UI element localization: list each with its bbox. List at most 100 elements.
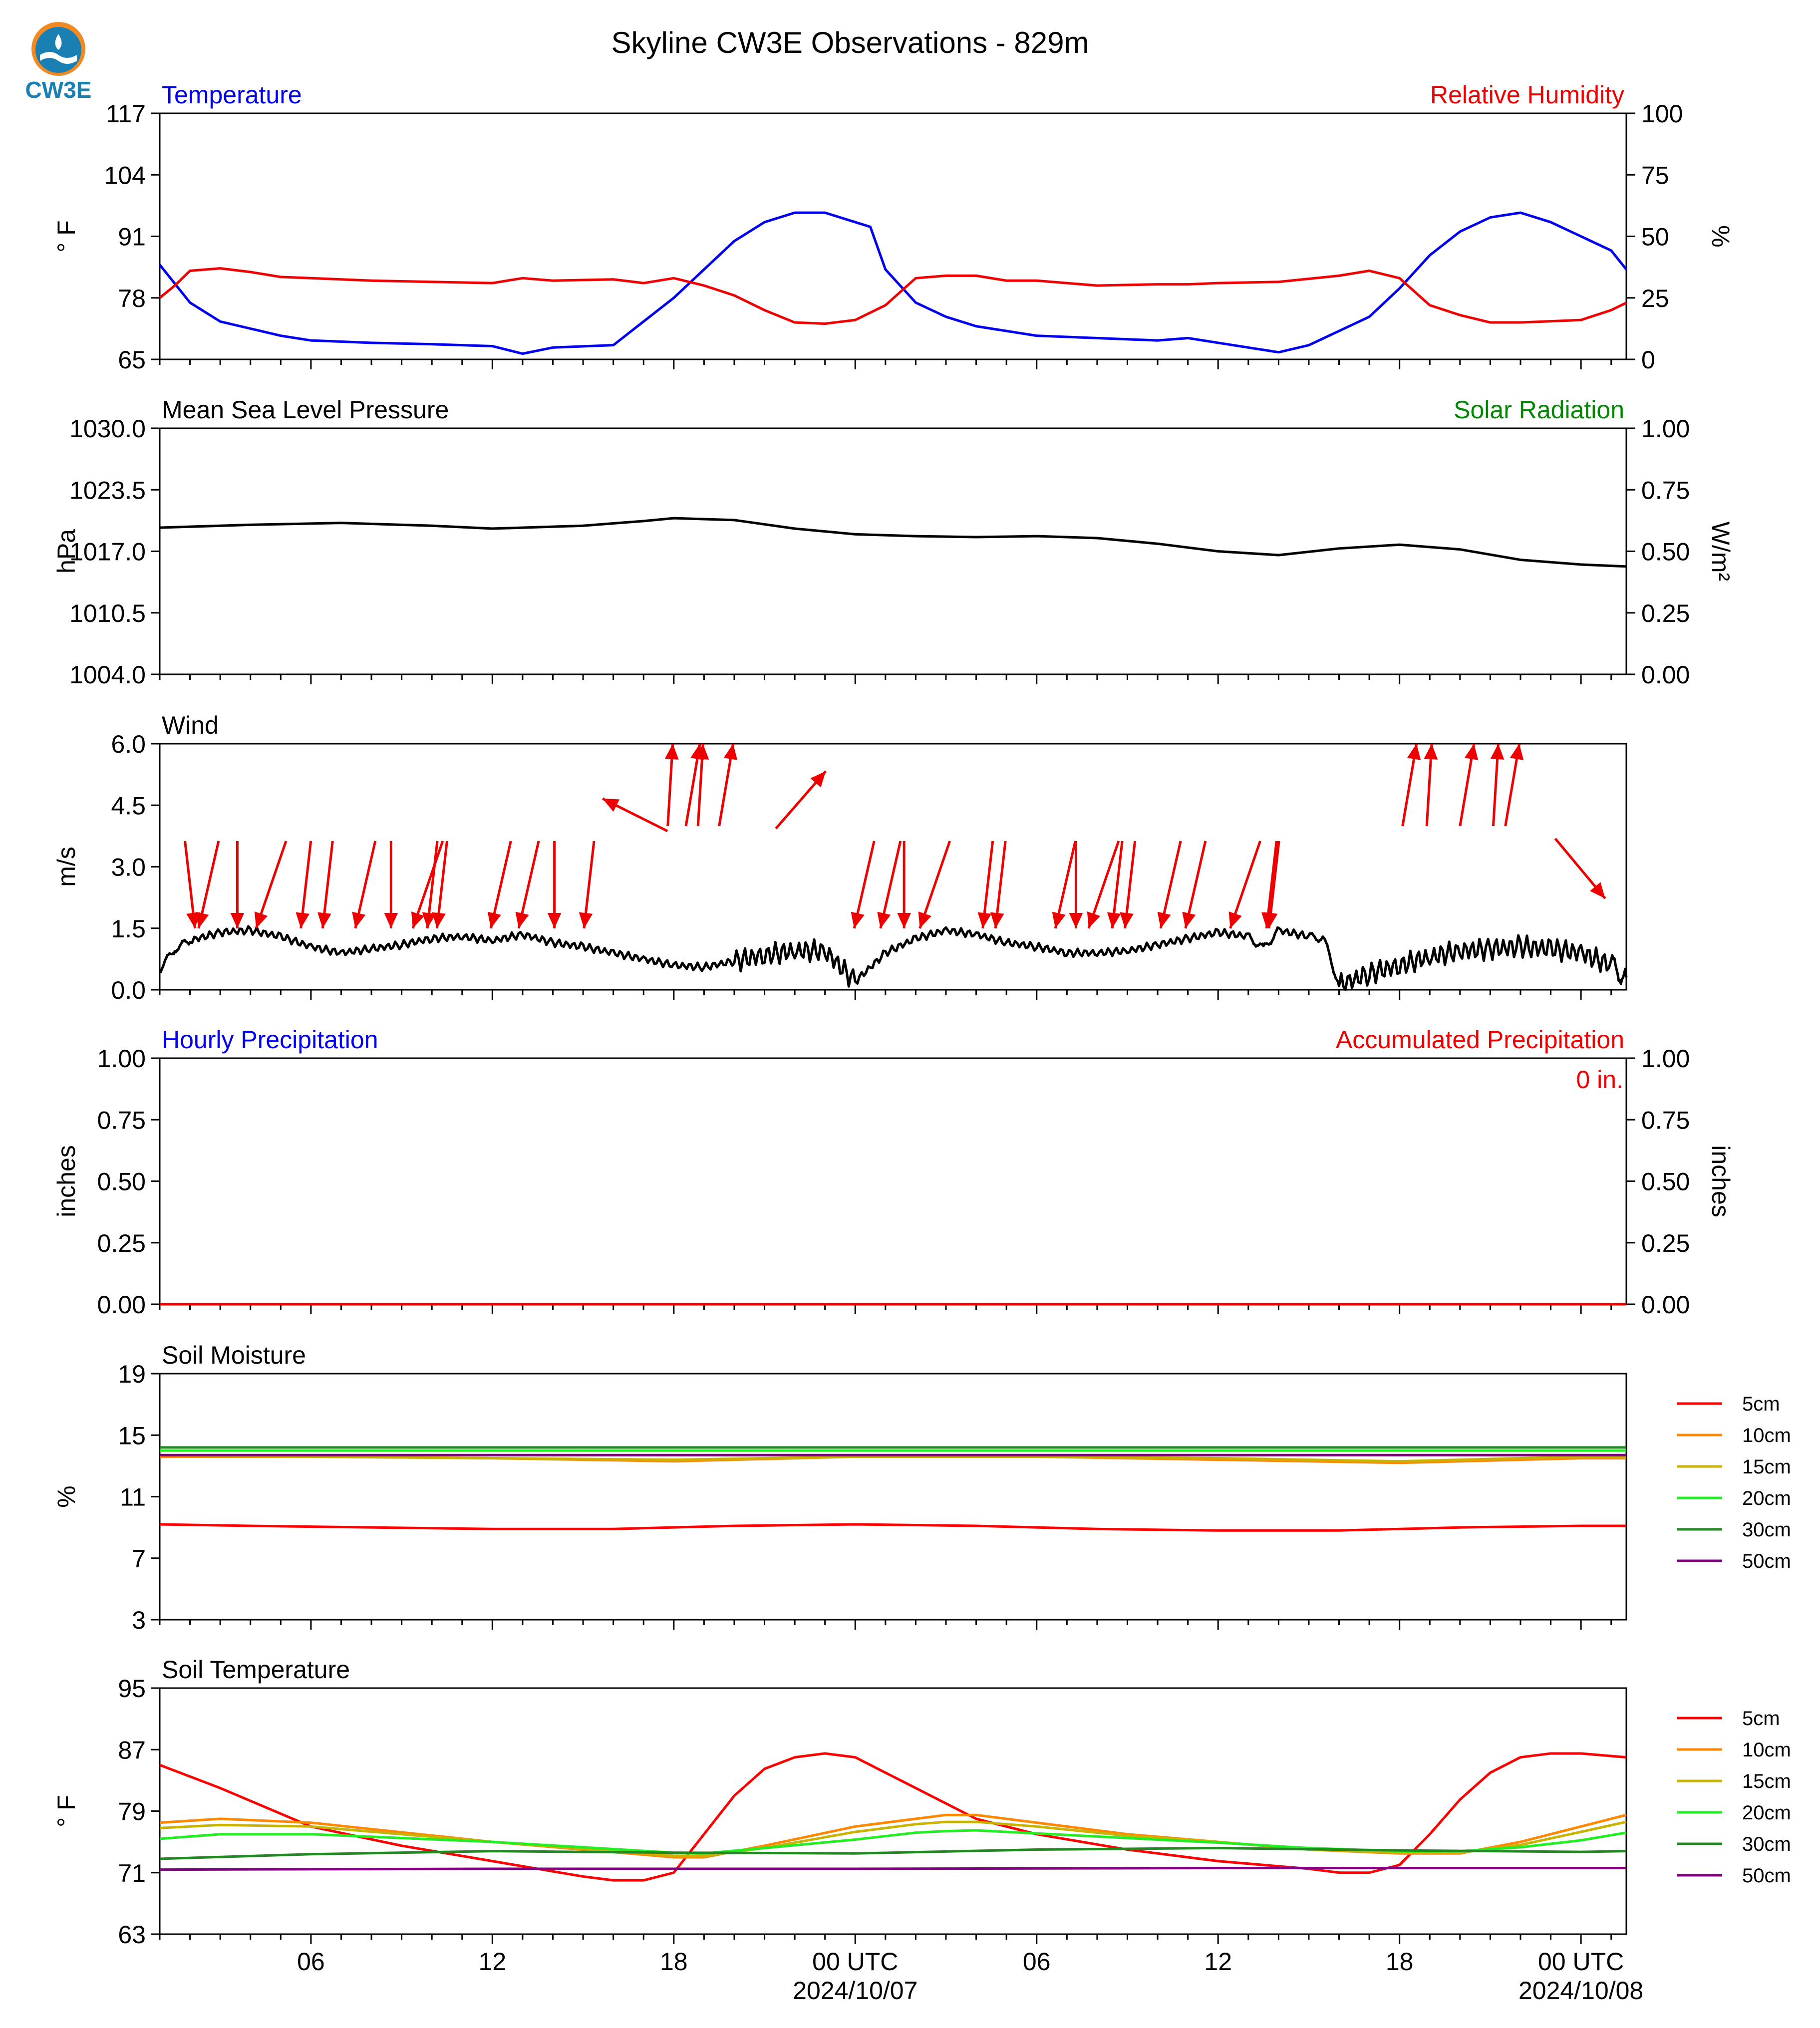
- x-tick-label: 00 UTC: [812, 1948, 898, 1976]
- y-tick-label: 0.50: [97, 1168, 146, 1196]
- y-axis-label: inches: [52, 1145, 80, 1217]
- wind-arrow-head: [723, 744, 738, 760]
- panel-title-left: Hourly Precipitation: [162, 1026, 378, 1054]
- wind-arrow-head: [352, 911, 366, 928]
- wind-arrow-head: [296, 912, 310, 928]
- y2-tick-label: 0.00: [1641, 1291, 1690, 1319]
- wind-arrow-head: [897, 912, 911, 928]
- legend: 5cm 10cm 15cm 20cm 30cm 50cm: [1677, 1393, 1791, 1572]
- wind-arrow-head: [1490, 744, 1505, 760]
- panel-soil_temperature: Soil Temperature 63 71 79 87 95 ° F 5cm 10cm 15cm…: [52, 1656, 1791, 2005]
- series-line-rh: [159, 267, 1627, 325]
- wind-arrow-head: [317, 912, 331, 928]
- y-tick-label: 0.75: [97, 1106, 146, 1134]
- cw3e-logo: CW3E: [25, 22, 92, 103]
- y-tick-label: 11: [120, 1483, 146, 1511]
- panel-title-left: Mean Sea Level Pressure: [162, 396, 449, 424]
- series-line-temp: [159, 211, 1627, 355]
- x-tick-date-label: 2024/10/08: [1518, 1977, 1643, 2005]
- y-tick-label: 65: [118, 346, 146, 374]
- legend-label-50cm: 50cm: [1742, 1865, 1791, 1887]
- panel-title-left: Wind: [162, 711, 219, 739]
- x-tick-label: 00 UTC: [1538, 1948, 1624, 1976]
- y2-tick-label: 25: [1641, 285, 1669, 312]
- wind-arrow-head: [515, 911, 529, 928]
- wind-arrow-head: [411, 911, 425, 928]
- y-axis-label: ° F: [52, 1795, 80, 1827]
- y2-tick-label: 0.25: [1641, 1229, 1690, 1257]
- wind-arrow-head: [1157, 911, 1171, 928]
- y2-tick-label: 0.25: [1641, 599, 1690, 627]
- x-tick-label: 18: [1386, 1948, 1414, 1976]
- wind-arrow-head: [1120, 912, 1134, 928]
- wind-arrow-head: [1464, 744, 1479, 760]
- legend-label-5cm: 5cm: [1742, 1708, 1780, 1730]
- y-tick-label: 15: [118, 1422, 146, 1449]
- wind-arrow-head: [1052, 911, 1066, 928]
- logo-drop-icon: [55, 34, 62, 50]
- y-tick-label: 4.5: [111, 792, 146, 820]
- y-axis-label: %: [52, 1485, 80, 1507]
- wind-arrow-head: [1407, 744, 1421, 760]
- x-tick-date-label: 2024/10/07: [793, 1977, 917, 2005]
- wind-arrow-head: [1590, 882, 1605, 898]
- wind-arrow-head: [695, 744, 709, 760]
- x-tick-label: 06: [1023, 1948, 1051, 1976]
- wind-arrow-head: [1069, 912, 1083, 928]
- series-line-15cm: [159, 1453, 1626, 1463]
- y-tick-label: 1023.5: [69, 476, 146, 504]
- x-tick-label: 12: [1204, 1948, 1232, 1976]
- wind-arrow-head: [977, 912, 992, 928]
- y-tick-label: 3.0: [111, 854, 146, 881]
- legend-label-30cm: 30cm: [1742, 1519, 1791, 1541]
- logo-wave-icon: [40, 52, 77, 64]
- y2-tick-label: 0.50: [1641, 538, 1690, 566]
- panel-pressure: Mean Sea Level Pressure Solar Radiation 10…: [52, 396, 1735, 689]
- legend: 5cm 10cm 15cm 20cm 30cm 50cm: [1677, 1708, 1791, 1887]
- legend-label-20cm: 20cm: [1742, 1487, 1791, 1509]
- legend-label-15cm: 15cm: [1742, 1456, 1791, 1478]
- wind-arrow-head: [877, 911, 891, 928]
- wind-arrow-head: [603, 799, 620, 812]
- series-line-wind_speed: [159, 925, 1628, 991]
- y-tick-label: 1030.0: [69, 415, 146, 443]
- wind-arrow-head: [1107, 912, 1121, 928]
- y2-tick-label: 100: [1641, 100, 1683, 128]
- y-tick-label: 0.25: [97, 1229, 146, 1257]
- panel-title-left: Soil Moisture: [162, 1341, 306, 1369]
- chart-panels: Temperature Relative Humidity657891104117…: [52, 81, 1791, 2005]
- y2-tick-label: 0.00: [1641, 661, 1690, 689]
- wind-arrow-head: [1182, 911, 1196, 928]
- wind-arrow-head: [487, 911, 501, 928]
- y-tick-label: 79: [118, 1798, 146, 1826]
- y2-tick-label: 0.75: [1641, 476, 1690, 504]
- logo-text: CW3E: [25, 77, 92, 103]
- y-tick-label: 3: [132, 1606, 146, 1634]
- y-axis-label: m/s: [52, 847, 80, 887]
- y-tick-label: 91: [118, 223, 146, 251]
- y2-tick-label: 1.00: [1641, 1045, 1690, 1073]
- wind-arrow-head: [195, 911, 209, 928]
- wind-arrow-head: [422, 912, 436, 928]
- figure-title: Skyline CW3E Observations - 829m: [611, 26, 1089, 59]
- y2-tick-label: 0: [1641, 346, 1655, 374]
- wind-arrow-head: [384, 912, 398, 928]
- y2-tick-label: 50: [1641, 223, 1669, 251]
- wind-arrow-head: [1087, 911, 1101, 928]
- panel-temperature: Temperature Relative Humidity 65 78 91 104 117…: [52, 81, 1735, 374]
- wind-arrow-head: [918, 911, 931, 928]
- panel-title-right: Solar Radiation: [1454, 396, 1624, 424]
- y-tick-label: 1017.0: [69, 538, 146, 566]
- series-line-mslp: [159, 517, 1627, 568]
- legend-label-20cm: 20cm: [1742, 1802, 1791, 1824]
- y-tick-label: 1004.0: [69, 661, 146, 689]
- y-tick-label: 1.00: [97, 1045, 146, 1073]
- y-tick-label: 19: [118, 1360, 146, 1388]
- panel-precip: Hourly Precipitation Accumulated Precipit…: [52, 1026, 1735, 1319]
- wind-arrow-head: [230, 912, 245, 928]
- y-tick-label: 6.0: [111, 730, 146, 758]
- y2-tick-label: 0.50: [1641, 1168, 1690, 1196]
- y-tick-label: 104: [104, 161, 146, 189]
- panel-title-right: Relative Humidity: [1430, 81, 1624, 109]
- legend-label-5cm: 5cm: [1742, 1393, 1780, 1415]
